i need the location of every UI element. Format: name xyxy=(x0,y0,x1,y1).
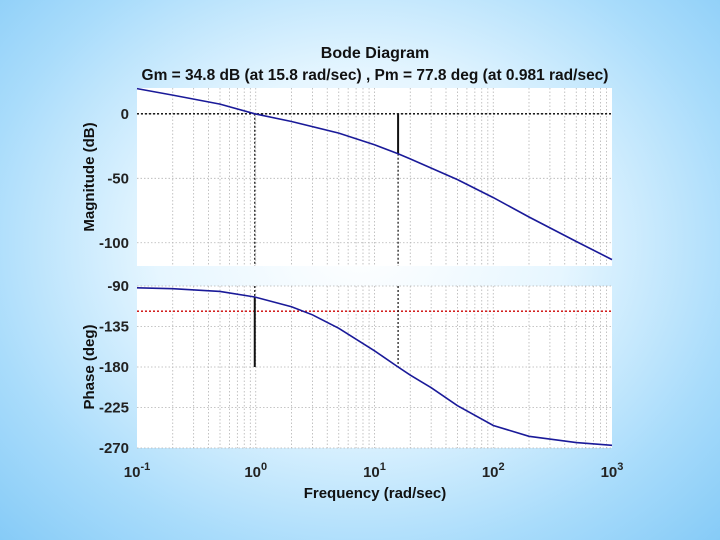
margin-markers xyxy=(253,113,400,367)
x-axis-label: Frequency (rad/sec) xyxy=(304,485,447,502)
phase-y-tick-label: -90 xyxy=(107,278,129,295)
phase-response-curve xyxy=(136,287,613,447)
response-curves xyxy=(136,87,613,447)
magnitude-y-tick-label: 0 xyxy=(121,106,129,123)
x-tick-label: 102 xyxy=(482,461,505,481)
chart-title: Bode Diagram xyxy=(321,45,429,62)
magnitude-y-tick-label: -50 xyxy=(107,170,129,187)
phase-y-tick-label: -180 xyxy=(99,359,129,376)
x-tick-label: 100 xyxy=(244,461,267,481)
x-tick-label: 101 xyxy=(363,461,386,481)
phase-axis-label: Phase (deg) xyxy=(81,324,98,409)
magnitude-y-tick-label: -100 xyxy=(99,235,129,252)
x-tick-label: 103 xyxy=(601,461,624,481)
magnitude-axis-label: Magnitude (dB) xyxy=(81,122,98,231)
reference-lines xyxy=(137,113,612,312)
magnitude-response-curve xyxy=(136,87,613,261)
tick-labels: 0 -50 -100 -90 -135 -180 -225 -270 10-1 100 101 102… xyxy=(99,106,623,481)
chart-subtitle: Gm = 34.8 dB (at 15.8 rad/sec) , Pm = 77… xyxy=(142,67,609,84)
x-tick-label: 10-1 xyxy=(124,461,150,481)
phase-y-tick-label: -135 xyxy=(99,319,129,336)
grid-layer xyxy=(137,88,612,449)
phase-y-tick-label: -225 xyxy=(99,400,129,417)
phase-y-tick-label: -270 xyxy=(99,440,129,457)
